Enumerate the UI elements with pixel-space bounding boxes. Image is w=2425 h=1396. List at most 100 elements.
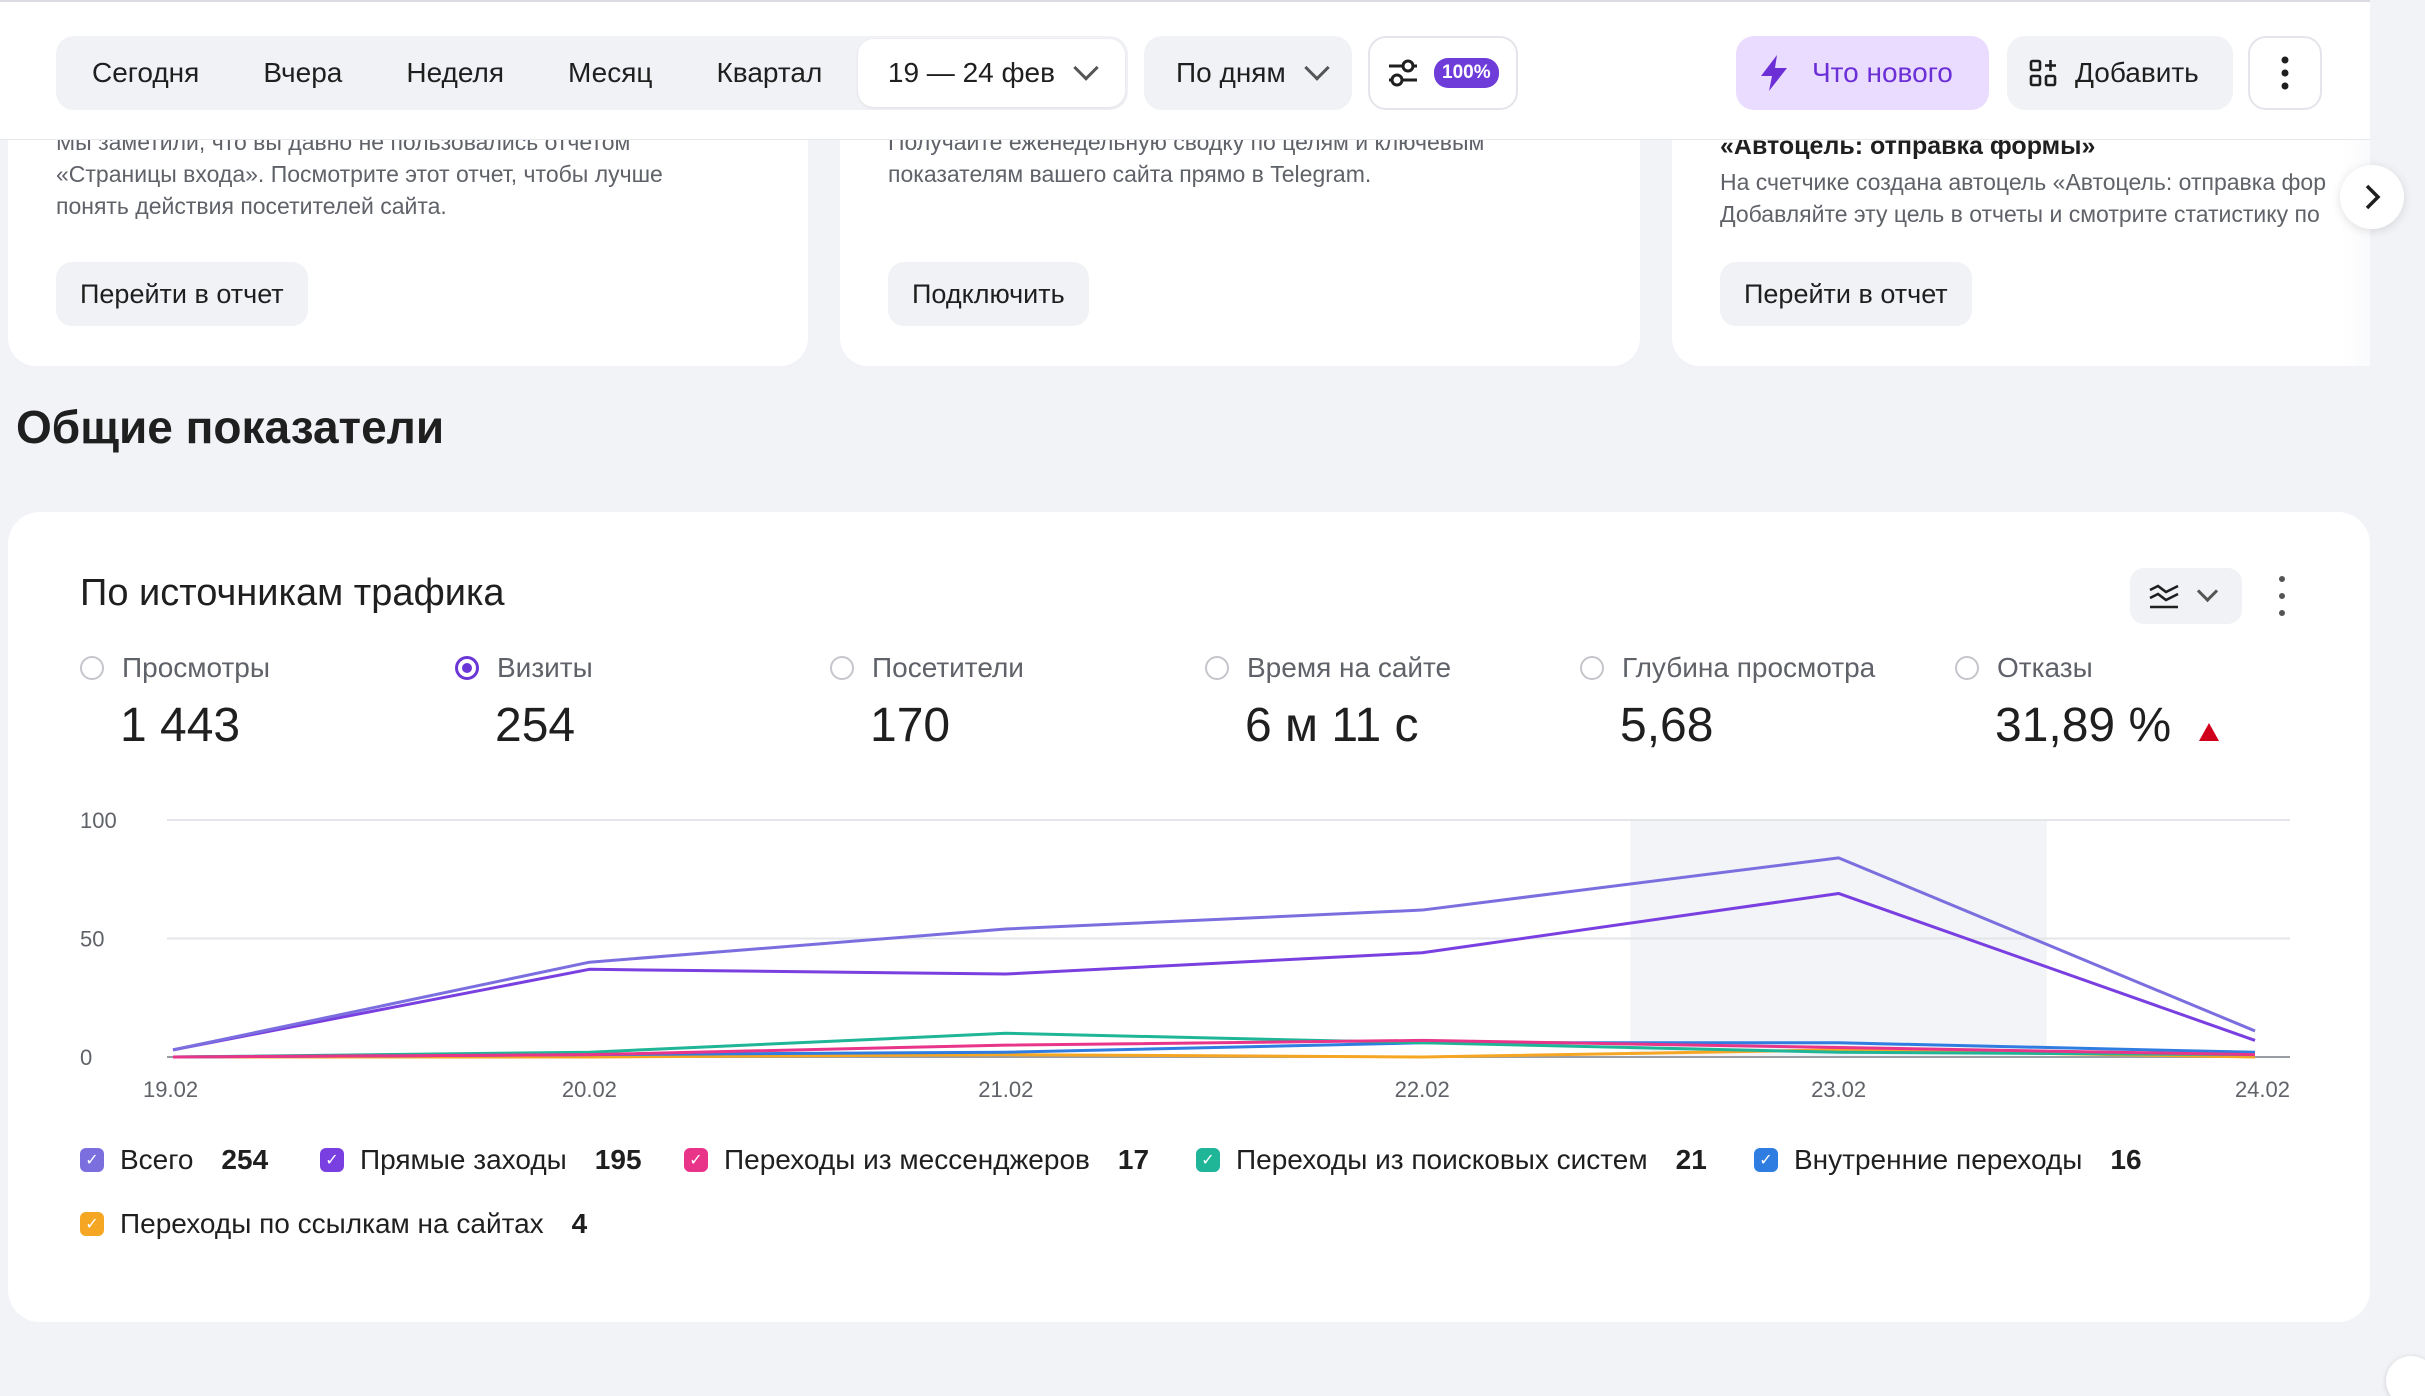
date-range-label: 19 — 24 фев: [887, 57, 1055, 88]
widget-more-button[interactable]: [2270, 576, 2294, 616]
chart-type-select[interactable]: [2130, 568, 2242, 624]
sliders-icon: [1389, 59, 1417, 87]
section-title: Общие показатели: [16, 401, 445, 453]
x-tick-label: 19.02: [143, 1077, 198, 1102]
sampling-filter-button[interactable]: 100%: [1368, 36, 1518, 110]
series-line: [172, 891, 2256, 1052]
go-to-report-button[interactable]: Перейти в отчет: [56, 262, 308, 326]
legend-item-search[interactable]: ✓ Переходы из поисковых систем 21: [1196, 1144, 1707, 1176]
legend-item-internal[interactable]: ✓ Внутренние переходы 16: [1754, 1144, 2142, 1176]
chevron-right-icon: [2365, 184, 2381, 210]
legend-item-links[interactable]: ✓ Переходы по ссылкам на сайтах 4: [80, 1208, 587, 1240]
legend-label: Переходы из мессенджеров: [724, 1144, 1090, 1175]
sampling-badge: 100%: [1434, 58, 1499, 88]
checkbox-checked-icon[interactable]: ✓: [320, 1148, 344, 1172]
metric-label: Отказы: [1997, 652, 2093, 683]
add-label: Добавить: [2075, 57, 2199, 88]
add-widget-button[interactable]: Добавить: [2007, 36, 2233, 110]
y-tick-label: 50: [80, 927, 104, 952]
legend-label: Прямые заходы: [360, 1144, 567, 1175]
metric-value: 31,89 %: [1995, 699, 2172, 752]
legend-item-direct[interactable]: ✓ Прямые заходы 195: [320, 1144, 642, 1176]
period-quarter[interactable]: Квартал: [716, 57, 823, 88]
metric-bounce-rate[interactable]: Отказы 31,89 %: [1955, 652, 2220, 753]
lightning-icon: [1761, 55, 1787, 91]
carousel-fade: [2340, 120, 2425, 366]
metric-value: 254: [495, 699, 576, 752]
x-tick-label: 23.02: [1811, 1077, 1866, 1102]
radio-button[interactable]: [80, 656, 104, 680]
radio-button[interactable]: [830, 656, 854, 680]
legend-label: Внутренние переходы: [1794, 1144, 2083, 1175]
metric-value: 170: [870, 699, 951, 752]
checkbox-checked-icon[interactable]: ✓: [1196, 1148, 1220, 1172]
grouping-select[interactable]: По дням: [1144, 36, 1352, 110]
metric-visitors[interactable]: Посетители 170: [830, 652, 1024, 753]
more-vertical-icon: [2281, 56, 2289, 90]
legend-label: Переходы по ссылкам на сайтах: [120, 1208, 544, 1239]
radio-button-selected[interactable]: [455, 656, 479, 680]
connect-telegram-button[interactable]: Подключить: [888, 262, 1089, 326]
radio-button[interactable]: [1205, 656, 1229, 680]
recommendation-card: Мы заметили, что вы давно не пользовалис…: [8, 120, 808, 366]
traffic-sources-widget: По источникам трафика Просмотры 1 443 Ви…: [8, 512, 2370, 1322]
x-tick-label: 21.02: [978, 1077, 1033, 1102]
metric-label: Просмотры: [122, 652, 270, 683]
period-week[interactable]: Неделя: [406, 57, 505, 88]
period-selector: Сегодня Вчера Неделя Месяц Квартал 19 — …: [56, 36, 1128, 110]
checkbox-checked-icon[interactable]: ✓: [684, 1148, 708, 1172]
legend-count: 21: [1675, 1144, 1707, 1175]
legend-label: Переходы из поисковых систем: [1236, 1144, 1648, 1175]
period-month[interactable]: Месяц: [568, 57, 653, 88]
y-tick-label: 0: [80, 1045, 92, 1070]
recommendation-text: Мы заметили, что вы давно не пользовалис…: [56, 129, 663, 219]
metric-label: Время на сайте: [1247, 652, 1452, 683]
trend-up-icon: [2199, 722, 2220, 741]
series-line: [172, 1031, 2256, 1059]
chevron-down-icon: [1303, 55, 1330, 81]
checkbox-checked-icon[interactable]: ✓: [80, 1148, 104, 1172]
metric-time-on-site[interactable]: Время на сайте 6 м 11 с: [1205, 652, 1451, 753]
metric-label: Посетители: [872, 652, 1024, 683]
widget-title: По источникам трафика: [80, 572, 505, 614]
carousel-next-button[interactable]: [2340, 165, 2404, 229]
metric-page-depth[interactable]: Глубина просмотра 5,68: [1580, 652, 1875, 753]
period-today[interactable]: Сегодня: [92, 57, 200, 88]
legend-count: 16: [2110, 1144, 2142, 1175]
dot: [2279, 593, 2285, 599]
legend-item-total[interactable]: ✓ Всего 254: [80, 1144, 268, 1176]
widgets-icon: [2029, 59, 2057, 87]
recommendation-card: Получайте еженедельную сводку по целям и…: [840, 120, 1640, 366]
radio-button[interactable]: [1580, 656, 1604, 680]
whats-new-button[interactable]: Что нового: [1736, 36, 1989, 110]
metric-pageviews[interactable]: Просмотры 1 443: [80, 652, 270, 753]
x-tick-label: 20.02: [562, 1077, 617, 1102]
series-line: [172, 856, 2256, 1052]
date-range-picker[interactable]: 19 — 24 фев: [857, 39, 1125, 107]
checkbox-checked-icon[interactable]: ✓: [1754, 1148, 1778, 1172]
legend-count: 195: [594, 1144, 642, 1175]
checkbox-checked-icon[interactable]: ✓: [80, 1212, 104, 1236]
metric-value: 6 м 11 с: [1245, 699, 1419, 752]
go-to-report-button[interactable]: Перейти в отчет: [1720, 262, 1972, 326]
more-menu-button[interactable]: [2248, 36, 2322, 110]
x-tick-label: 22.02: [1395, 1077, 1450, 1102]
legend-count: 4: [571, 1208, 588, 1239]
dot: [2279, 610, 2285, 616]
y-tick-label: 100: [80, 808, 117, 833]
metric-label: Глубина просмотра: [1622, 652, 1876, 683]
metric-label: Визиты: [497, 652, 593, 683]
radio-button[interactable]: [1955, 656, 1979, 680]
period-yesterday[interactable]: Вчера: [263, 57, 343, 88]
legend-count: 17: [1117, 1144, 1150, 1175]
metric-visits[interactable]: Визиты 254: [455, 652, 593, 753]
report-toolbar: Сегодня Вчера Неделя Месяц Квартал 19 — …: [0, 0, 2370, 140]
dot: [2279, 576, 2285, 582]
legend-item-messengers[interactable]: ✓ Переходы из мессенджеров 17: [684, 1144, 1149, 1176]
series-line: [173, 1048, 2256, 1059]
traffic-line-chart: 0 50 100 19.02 20.02 21.02 22.02 23.02 24.02: [80, 808, 2290, 1102]
series-line: [172, 1038, 2256, 1059]
scroll-to-top-button[interactable]: [2386, 1356, 2425, 1396]
recommendation-text: На счетчике создана автоцель «Автоцель: …: [1720, 169, 2327, 227]
